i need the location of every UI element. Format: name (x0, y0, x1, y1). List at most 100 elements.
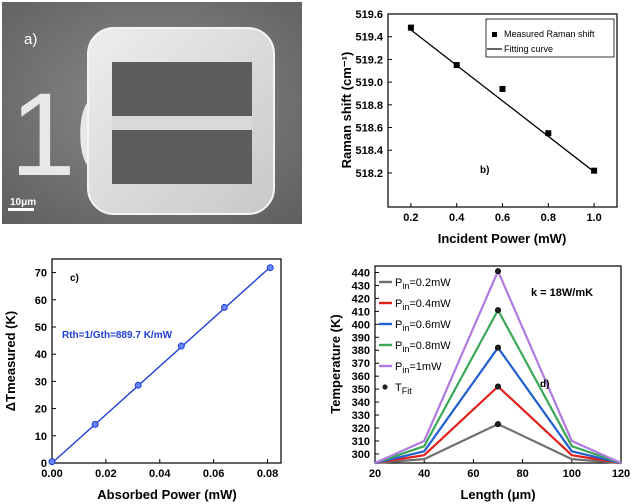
sem-window-top (112, 62, 252, 116)
data-point (134, 381, 142, 389)
x-axis-label: Incident Power (mW) (438, 231, 567, 246)
y-tick-label: 300 (352, 449, 370, 461)
legend-marker-measured (492, 32, 497, 37)
x-tick-label: 120 (612, 468, 630, 480)
plot-frame (374, 265, 622, 464)
k-annotation: k = 18W/mK (531, 287, 593, 299)
x-tick-label: 80 (516, 468, 528, 480)
y-tick-label: 320 (352, 423, 370, 435)
x-tick-label: 40 (418, 468, 430, 480)
scale-bar (8, 208, 34, 211)
y-tick-label: 518.4 (355, 145, 383, 157)
x-tick-label: 0.2 (403, 212, 418, 224)
y-tick-label: 0 (41, 458, 47, 470)
y-axis-label: Raman shift (cm⁻¹) (339, 52, 354, 169)
x-tick-label: 60 (467, 468, 479, 480)
legend-label-measured: Measured Raman shift (504, 29, 595, 39)
y-tick-label: 518.6 (355, 123, 383, 135)
rth-annotation: Rth=1/Gth=889.7 K/mW (62, 330, 173, 341)
mark-group (48, 264, 274, 466)
x-tick-label: 0.6 (495, 212, 510, 224)
y-tick-label: 380 (352, 345, 370, 357)
y-tick-label: 10 (35, 431, 47, 443)
x-axis-label: Length (μm) (460, 487, 535, 502)
panel-c-temperature-chart: 0.00 0.02 0.04 0.06 0.08 0 10 20 30 40 50 60 70 c) R… (3, 258, 282, 502)
legend-label: TFit (395, 382, 412, 396)
y-axis-label: Temperature (K) (328, 314, 343, 413)
scale-bar-label: 10μm (10, 197, 36, 208)
x-axis-label: Absorbed Power (mW) (97, 487, 236, 502)
panel-b-raman-chart: 0.2 0.4 0.6 0.8 1.0 518.2 518.4 518.6 518.8 519.0… (339, 9, 618, 246)
y-tick-label: 390 (352, 332, 370, 344)
x-tick-label: 0.06 (203, 468, 224, 480)
y-tick-label: 518.2 (355, 168, 383, 180)
x-tick-label: 20 (369, 468, 381, 480)
legend-label: Pin=0.8mW (395, 340, 451, 354)
y-tick-label: 30 (35, 376, 47, 388)
data-point (266, 264, 274, 272)
tick-group: 0.2 0.4 0.6 0.8 1.0 518.2 518.4 518.6 518.8 519.0… (355, 9, 601, 224)
y-tick-label: 340 (352, 397, 370, 409)
y-tick-label: 410 (352, 306, 370, 318)
fit-point (494, 307, 501, 314)
data-point (48, 458, 56, 466)
y-tick-label: 310 (352, 436, 370, 448)
panel-d-profile-chart: 20 40 60 80 100 120 30031032033034035036037038… (328, 265, 631, 502)
y-tick-label: 70 (35, 268, 47, 280)
x-tick-label: 0.02 (95, 468, 116, 480)
panel-a-sem-image: 10 a) 10μm (2, 2, 302, 224)
legend-label: Pin=0.6mW (395, 319, 451, 333)
fit-point (494, 383, 501, 390)
x-tick-label: 0.08 (257, 468, 278, 480)
data-point (591, 167, 598, 174)
y-tick-label: 519.0 (355, 77, 383, 89)
y-tick-label: 50 (35, 322, 47, 334)
x-tick-label: 1.0 (586, 212, 601, 224)
y-tick-label: 519.4 (355, 32, 383, 44)
panel-a-label: a) (24, 31, 37, 48)
x-tick-label: 0.04 (149, 468, 171, 480)
fit-line (51, 266, 271, 464)
y-tick-label: 330 (352, 410, 370, 422)
y-tick-label: 440 (352, 267, 370, 279)
y-tick-label: 430 (352, 280, 370, 292)
legend: Measured Raman shift Fitting curve (485, 18, 615, 58)
data-point (453, 62, 460, 69)
y-tick-label: 518.8 (355, 100, 383, 112)
y-tick-label: 40 (35, 349, 47, 361)
y-tick-label: 360 (352, 371, 370, 383)
x-tick-label: 0.4 (449, 212, 465, 224)
legend-marker-fit (382, 384, 388, 390)
y-tick-label: 60 (35, 295, 47, 307)
fit-point (494, 344, 501, 351)
tick-group: 20 40 60 80 100 120 30031032033034035036037038… (352, 267, 631, 480)
fit-point (494, 421, 501, 428)
data-point (545, 130, 552, 137)
plot-frame (51, 258, 282, 464)
y-tick-label: 400 (352, 319, 370, 331)
legend-label: Pin=1mW (395, 361, 442, 375)
data-point (91, 420, 99, 428)
y-tick-label: 519.6 (355, 9, 383, 21)
panel-c-label: c) (70, 273, 79, 284)
x-tick-label: 0.8 (541, 212, 556, 224)
data-point (177, 342, 185, 350)
x-tick-label: 100 (563, 468, 581, 480)
data-point (499, 85, 506, 92)
panel-d-label: d) (540, 379, 549, 390)
y-tick-label: 519.2 (355, 54, 383, 66)
y-tick-label: 350 (352, 384, 370, 396)
sem-bridge (112, 116, 252, 130)
mark-group (374, 268, 622, 465)
data-point (407, 24, 414, 31)
x-tick-label: 0.00 (41, 468, 62, 480)
tick-group: 0.00 0.02 0.04 0.06 0.08 0 10 20 30 40 50 60 70 (35, 268, 278, 480)
mark-group (407, 24, 598, 174)
panel-b-label: b) (480, 165, 489, 176)
legend: Pin=0.2mW Pin=0.4mW Pin=0.6mW Pin=0.8mW Pin=… (379, 277, 451, 396)
legend-box (485, 18, 615, 58)
y-tick-label: 370 (352, 358, 370, 370)
legend-label-fit: Fitting curve (504, 44, 553, 54)
y-tick-label: 420 (352, 293, 370, 305)
